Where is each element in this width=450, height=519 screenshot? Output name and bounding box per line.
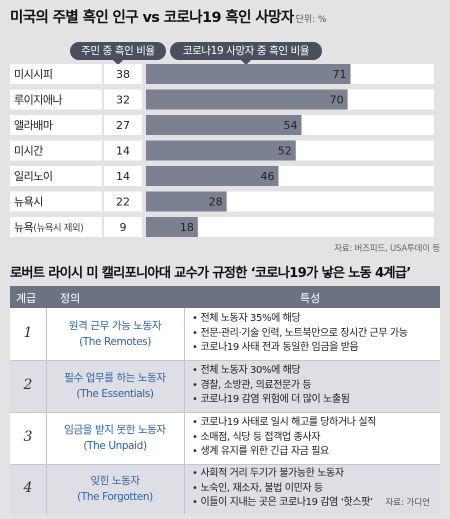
row-number: 4	[23, 480, 33, 496]
population-value-cell	[104, 115, 142, 135]
category-label-cell	[10, 191, 102, 212]
labor-class-table: 계급 정의 특성 1 원격 근무 가능 노동자 (The Remotes) 전체…	[10, 286, 440, 514]
feature-item: 사회적 거리 두기가 불가능한 노동자	[192, 467, 438, 482]
row-features: 사회적 거리 두기가 불가능한 노동자 노숙인, 재소자, 불법 이민자 등 이…	[192, 467, 438, 511]
death-share-bar	[146, 166, 279, 186]
chart-unit: 단위: %	[295, 15, 327, 25]
population-value-cell	[104, 89, 142, 110]
category-label: 뉴욕(뉴욕시 제외)	[14, 221, 83, 234]
feature-item: 노숙인, 재소자, 불법 이민자 등	[192, 482, 438, 497]
row-divider	[10, 464, 440, 465]
definition-ko: 임금을 받지 못한 노동자	[64, 424, 166, 436]
bar-track	[146, 217, 434, 237]
row-number: 1	[23, 325, 33, 341]
death-share-bar	[146, 191, 227, 212]
table-row: 3 임금을 받지 못한 노동자 (The Unpaid) 코로나19 사태로 일…	[10, 412, 440, 464]
row-definition: 필수 업무를 하는 노동자 (The Essentials)	[46, 370, 184, 402]
row-definition: 원격 근무 가능 노동자 (The Remotes)	[46, 318, 184, 350]
category-label: 앨라배마	[14, 119, 53, 132]
row-definition: 임금을 받지 못한 노동자 (The Unpaid)	[46, 422, 184, 454]
row-number: 2	[23, 377, 33, 393]
death-share-bar	[146, 89, 348, 110]
population-value-label: 22	[116, 196, 130, 209]
row-definition: 잊힌 노동자 (The Forgotten)	[46, 473, 184, 505]
feature-item: 전체 노동자 30%에 해당	[192, 364, 438, 379]
population-value-cell	[104, 64, 142, 84]
feature-item: 코로나19 감염 위험에 더 많이 노출됨	[192, 393, 438, 408]
column-divider	[184, 308, 185, 514]
legend-population-pill: 주민 중 흑인 비율	[70, 42, 166, 65]
bar-chart: 미시시피 38 71 루이지애나 32 70 앨라배마 27 54 미시간 14 52 일리노이 14 46…	[10, 64, 434, 237]
table-row: 2 필수 업무를 하는 노동자 (The Essentials) 전체 노동자 …	[10, 360, 440, 412]
population-value-cell	[104, 140, 142, 161]
population-value-cell	[104, 217, 142, 237]
row-divider	[10, 360, 440, 361]
feature-item: 이들이 지내는 곳은 코로나19 감염 ‘핫스팟’	[192, 496, 438, 511]
category-label: 미시간	[14, 145, 43, 158]
category-label-cell	[10, 64, 102, 84]
chart-source: 자료: 버즈피드, USA투데이 등	[334, 244, 440, 254]
category-label-cell	[10, 89, 102, 110]
table-title: 로버트 라이시 미 캘리포니아대 교수가 규정한 ‘코로나19가 낳은 노동 4…	[10, 266, 411, 281]
population-value-cell	[104, 191, 142, 212]
death-value-label: 71	[332, 68, 346, 81]
table-row: 1 원격 근무 가능 노동자 (The Remotes) 전체 노동자 35%에…	[10, 308, 440, 360]
row-features: 코로나19 사태로 일시 해고를 당하거나 실직 소매점, 식당 등 접객업 종…	[192, 416, 438, 460]
definition-en: (The Remotes)	[79, 336, 151, 348]
feature-item: 전체 노동자 35%에 해당	[192, 312, 438, 327]
death-share-bar	[146, 64, 351, 84]
row-number: 3	[23, 429, 33, 445]
category-label: 미시시피	[14, 68, 52, 81]
row-features: 전체 노동자 30%에 해당 경찰, 소방관, 의료전문가 등 코로나19 감염…	[192, 364, 438, 408]
death-value-label: 54	[284, 119, 298, 132]
category-label-cell	[10, 115, 102, 135]
category-label-cell	[10, 166, 102, 186]
death-value-label: 46	[260, 170, 274, 183]
population-value-cell	[104, 166, 142, 186]
chart-title: 미국의 주별 흑인 인구 vs 코로나19 흑인 사망자 단위: %	[10, 10, 327, 26]
definition-en: (The Unpaid)	[83, 440, 147, 452]
table-source: 자료: 가디언	[385, 498, 430, 508]
population-value-label: 14	[116, 145, 130, 158]
definition-ko: 필수 업무를 하는 노동자	[64, 372, 166, 384]
death-share-bar	[146, 140, 296, 161]
definition-ko: 원격 근무 가능 노동자	[68, 320, 162, 332]
header-feat: 특성	[300, 292, 321, 305]
category-label: 일리노이	[14, 169, 52, 183]
death-share-bar	[146, 115, 302, 135]
feature-item: 전문·관리·기술 인력, 노트북만으로 장시간 근무 가능	[192, 327, 438, 342]
definition-en: (The Forgotten)	[77, 491, 153, 503]
population-value-label: 14	[116, 170, 130, 183]
population-value-label: 27	[116, 119, 130, 132]
population-value-label: 32	[116, 94, 130, 107]
death-value-label: 70	[330, 94, 344, 107]
feature-item: 코로나19 사태로 일시 해고를 당하거나 실직	[192, 416, 438, 431]
category-label-cell	[10, 140, 102, 161]
header-def: 정의	[60, 292, 81, 305]
death-share-bar	[146, 217, 198, 237]
table-row: 4 잊힌 노동자 (The Forgotten) 사회적 거리 두기가 불가능한…	[10, 464, 440, 514]
feature-item: 코로나19 사태 전과 동일한 임금을 받음	[192, 341, 438, 356]
category-label-cell	[10, 217, 102, 237]
row-divider	[10, 412, 440, 413]
category-label: 루이지애나	[14, 94, 62, 107]
death-value-label: 28	[209, 196, 223, 209]
population-value-label: 38	[116, 68, 130, 81]
table-header: 계급 정의 특성	[10, 286, 440, 308]
feature-item: 경찰, 소방관, 의료전문가 등	[192, 379, 438, 394]
feature-item: 생계 유지를 위한 긴급 자금 필요	[192, 445, 438, 460]
header-num: 계급	[16, 292, 37, 305]
row-features: 전체 노동자 35%에 해당 전문·관리·기술 인력, 노트북만으로 장시간 근…	[192, 312, 438, 356]
category-label: 뉴욕시	[14, 196, 43, 209]
death-value-label: 18	[180, 221, 194, 234]
feature-item: 소매점, 식당 등 접객업 종사자	[192, 431, 438, 446]
definition-en: (The Essentials)	[76, 388, 154, 400]
death-value-label: 52	[278, 145, 292, 158]
population-value-label: 9	[120, 221, 127, 234]
column-divider	[46, 308, 47, 514]
definition-ko: 잊힌 노동자	[90, 475, 140, 487]
legend-deaths-pill: 코로나19 사망자 중 흑인 비율	[170, 42, 322, 65]
